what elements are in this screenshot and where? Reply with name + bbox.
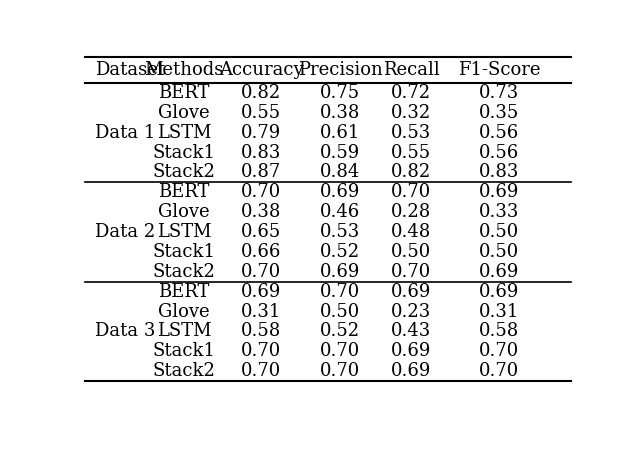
Text: 0.70: 0.70 [391, 263, 431, 281]
Text: 0.50: 0.50 [320, 303, 360, 321]
Text: 0.56: 0.56 [479, 124, 519, 142]
Text: Stack2: Stack2 [153, 362, 216, 380]
Text: 0.53: 0.53 [391, 124, 431, 142]
Text: 0.70: 0.70 [391, 183, 431, 201]
Text: 0.70: 0.70 [320, 342, 360, 361]
Text: 0.32: 0.32 [391, 104, 431, 122]
Text: 0.70: 0.70 [479, 362, 519, 380]
Text: 0.70: 0.70 [241, 183, 281, 201]
Text: 0.83: 0.83 [241, 144, 281, 162]
Text: 0.69: 0.69 [391, 283, 431, 301]
Text: 0.56: 0.56 [479, 144, 519, 162]
Text: 0.70: 0.70 [241, 342, 281, 361]
Text: Data 3: Data 3 [95, 323, 156, 341]
Text: LSTM: LSTM [157, 323, 211, 341]
Text: Precision: Precision [298, 61, 383, 79]
Text: BERT: BERT [159, 283, 210, 301]
Text: 0.46: 0.46 [320, 203, 360, 221]
Text: 0.59: 0.59 [320, 144, 360, 162]
Text: 0.83: 0.83 [479, 164, 519, 182]
Text: 0.82: 0.82 [241, 84, 281, 102]
Text: Methods: Methods [145, 61, 224, 79]
Text: Accuracy: Accuracy [219, 61, 303, 79]
Text: Data 1: Data 1 [95, 124, 156, 142]
Text: 0.69: 0.69 [479, 183, 519, 201]
Text: 0.50: 0.50 [479, 223, 519, 241]
Text: 0.84: 0.84 [320, 164, 360, 182]
Text: 0.38: 0.38 [320, 104, 360, 122]
Text: BERT: BERT [159, 84, 210, 102]
Text: 0.50: 0.50 [391, 243, 431, 261]
Text: 0.55: 0.55 [241, 104, 281, 122]
Text: 0.23: 0.23 [391, 303, 431, 321]
Text: Stack2: Stack2 [153, 263, 216, 281]
Text: 0.61: 0.61 [320, 124, 360, 142]
Text: 0.75: 0.75 [321, 84, 360, 102]
Text: 0.72: 0.72 [391, 84, 431, 102]
Text: 0.33: 0.33 [479, 203, 519, 221]
Text: LSTM: LSTM [157, 223, 211, 241]
Text: 0.82: 0.82 [391, 164, 431, 182]
Text: Glove: Glove [158, 203, 210, 221]
Text: LSTM: LSTM [157, 124, 211, 142]
Text: Stack1: Stack1 [153, 144, 216, 162]
Text: 0.66: 0.66 [241, 243, 281, 261]
Text: BERT: BERT [159, 183, 210, 201]
Text: 0.52: 0.52 [321, 323, 360, 341]
Text: Glove: Glove [158, 104, 210, 122]
Text: 0.87: 0.87 [241, 164, 281, 182]
Text: Recall: Recall [383, 61, 440, 79]
Text: 0.43: 0.43 [391, 323, 431, 341]
Text: 0.70: 0.70 [320, 362, 360, 380]
Text: 0.53: 0.53 [320, 223, 360, 241]
Text: 0.52: 0.52 [321, 243, 360, 261]
Text: 0.69: 0.69 [391, 342, 431, 361]
Text: 0.48: 0.48 [391, 223, 431, 241]
Text: 0.70: 0.70 [241, 362, 281, 380]
Text: 0.69: 0.69 [479, 283, 519, 301]
Text: 0.70: 0.70 [241, 263, 281, 281]
Text: 0.50: 0.50 [479, 243, 519, 261]
Text: 0.55: 0.55 [391, 144, 431, 162]
Text: 0.35: 0.35 [479, 104, 519, 122]
Text: 0.69: 0.69 [320, 183, 360, 201]
Text: 0.69: 0.69 [320, 263, 360, 281]
Text: 0.58: 0.58 [241, 323, 281, 341]
Text: 0.70: 0.70 [479, 342, 519, 361]
Text: Stack1: Stack1 [153, 342, 216, 361]
Text: 0.79: 0.79 [241, 124, 281, 142]
Text: F1-Score: F1-Score [458, 61, 540, 79]
Text: 0.38: 0.38 [241, 203, 281, 221]
Text: Dataset: Dataset [95, 61, 165, 79]
Text: 0.69: 0.69 [391, 362, 431, 380]
Text: Stack1: Stack1 [153, 243, 216, 261]
Text: 0.69: 0.69 [241, 283, 281, 301]
Text: 0.65: 0.65 [241, 223, 281, 241]
Text: 0.28: 0.28 [391, 203, 431, 221]
Text: 0.58: 0.58 [479, 323, 519, 341]
Text: 0.31: 0.31 [479, 303, 519, 321]
Text: 0.69: 0.69 [479, 263, 519, 281]
Text: Data 2: Data 2 [95, 223, 155, 241]
Text: 0.31: 0.31 [241, 303, 281, 321]
Text: Glove: Glove [158, 303, 210, 321]
Text: 0.73: 0.73 [479, 84, 519, 102]
Text: 0.70: 0.70 [320, 283, 360, 301]
Text: Stack2: Stack2 [153, 164, 216, 182]
